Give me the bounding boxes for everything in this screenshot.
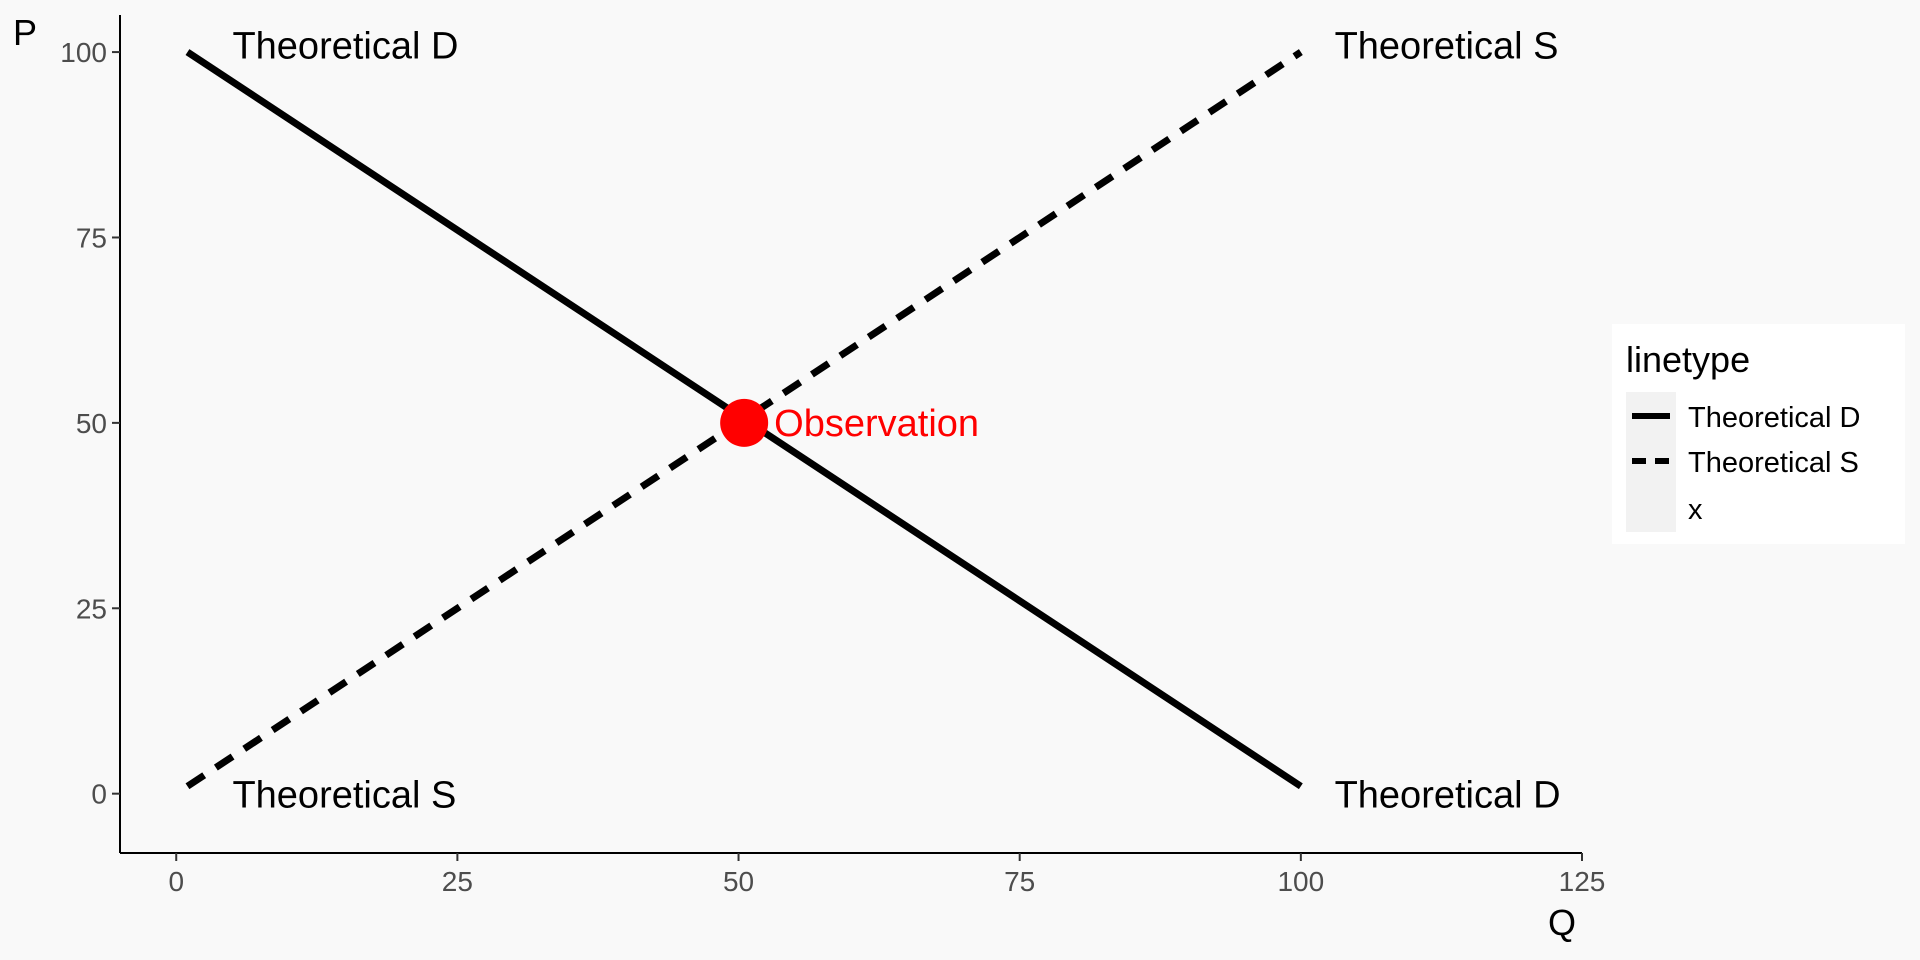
x-tick-label: 125 (1559, 866, 1606, 897)
annotation-label: Theoretical D (232, 26, 458, 68)
annotation-label: Theoretical S (232, 775, 456, 817)
y-tick-label: 75 (76, 222, 107, 253)
x-tick-label: 25 (442, 866, 473, 897)
x-tick-label: 0 (168, 866, 184, 897)
y-axis-title: P (13, 12, 37, 53)
axes: 0 25 50 75 100 125 0 25 50 75 100 Q P (13, 12, 1605, 943)
legend-label-theoretical-s: Theoretical S (1688, 447, 1859, 479)
y-tick-label: 0 (91, 779, 107, 810)
annotations: Theoretical D Theoretical S Theoretical S T… (232, 26, 1560, 817)
legend: linetype Theoretical D Theoretical S x (1612, 324, 1905, 544)
y-tick-label: 50 (76, 408, 107, 439)
x-tick-label: 50 (723, 866, 754, 897)
legend-label-theoretical-d: Theoretical D (1688, 402, 1860, 434)
y-tick-label: 25 (76, 593, 107, 624)
series-line-theoretical-s (185, 49, 1303, 790)
x-axis-title: Q (1548, 902, 1576, 943)
legend-title: linetype (1626, 339, 1750, 380)
x-tick-label: 75 (1004, 866, 1035, 897)
annotation-label: Theoretical S (1335, 26, 1559, 68)
x-tick-label: 100 (1277, 866, 1324, 897)
observation-point (720, 398, 769, 447)
annotation-label: Theoretical D (1335, 775, 1561, 817)
y-tick-label: 100 (60, 37, 107, 68)
legend-label-x: x (1688, 494, 1703, 526)
observation-label: Observation (774, 403, 979, 445)
series-layer: Observation (185, 49, 1303, 790)
